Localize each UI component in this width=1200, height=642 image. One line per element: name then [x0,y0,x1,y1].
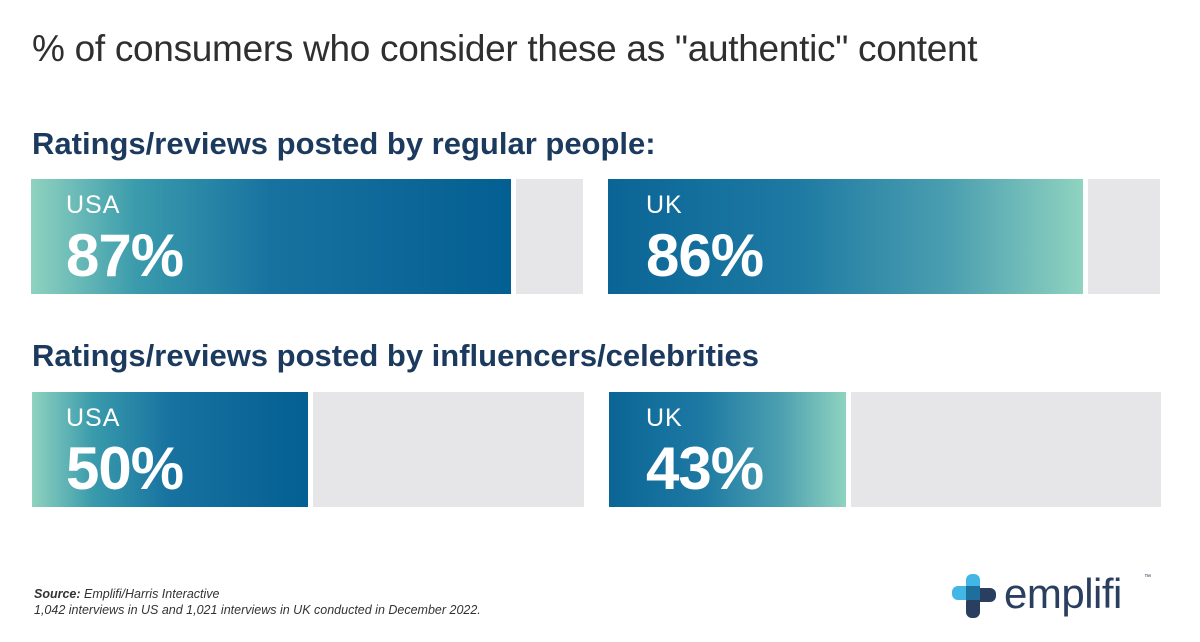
bar-panel-influencers-uk: UK 43% [609,392,1161,507]
bar-country-label: USA [66,404,121,432]
bar-panel-influencers-usa: USA 50% [32,392,584,507]
source-text: Emplifi/Harris Interactive [80,587,220,601]
trademark-symbol: ™ [1144,574,1151,581]
section-title-influencers: Ratings/reviews posted by influencers/ce… [32,338,760,373]
bar-track [516,179,583,294]
source-line: Source: Emplifi/Harris Interactive [34,586,481,602]
bar-panel-regular-usa: USA 87% [31,179,583,294]
chart-title: % of consumers who consider these as "au… [32,28,978,69]
bar-fill-influencers-usa [32,392,308,507]
bar-country-label: UK [646,191,683,219]
bar-country-label: UK [646,404,683,432]
bar-fill-regular-uk [608,179,1083,294]
source-label: Source: [34,587,81,601]
section-title-regular-people: Ratings/reviews posted by regular people… [32,126,656,161]
bar-value-label: 86% [646,222,764,289]
methodology-note: 1,042 interviews in US and 1,021 intervi… [34,603,481,617]
emplifi-logo: emplifi ™ [952,570,1152,618]
bar-track [313,392,584,507]
bar-panel-regular-uk: UK 86% [608,179,1160,294]
bar-value-label: 50% [66,435,184,502]
bar-fill-regular-usa [31,179,511,294]
bar-value-label: 43% [646,435,764,502]
bar-value-label: 87% [66,222,184,289]
bar-track [1088,179,1160,294]
bar-track [851,392,1161,507]
source-footnote: Source: Emplifi/Harris Interactive 1,042… [34,586,481,618]
emplifi-logo-icon [952,574,996,618]
bar-country-label: USA [66,191,121,219]
bar-fill-influencers-uk [609,392,846,507]
emplifi-wordmark: emplifi [1004,570,1122,617]
